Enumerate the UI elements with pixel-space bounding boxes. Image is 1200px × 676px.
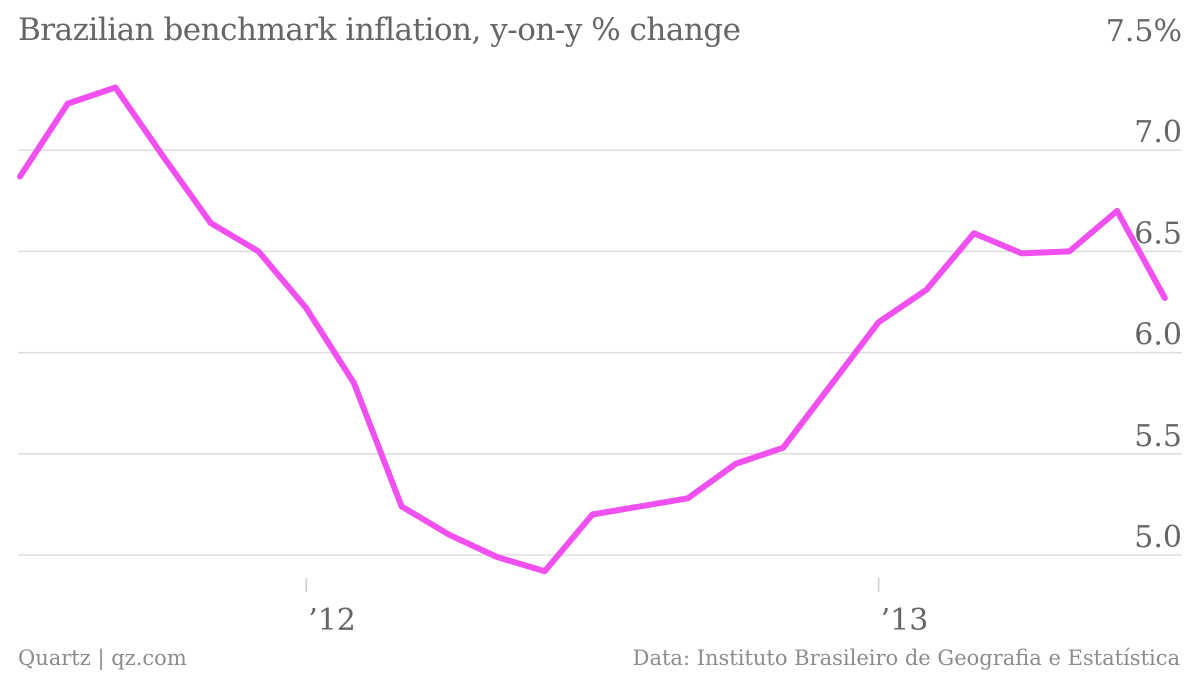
y-tick-label: 7.5% bbox=[1106, 14, 1182, 49]
x-axis: ’12 ’13 bbox=[305, 578, 929, 638]
y-tick-label: 5.5 bbox=[1134, 419, 1182, 454]
footer-credit: Quartz | qz.com bbox=[18, 646, 187, 670]
gridlines bbox=[18, 149, 1182, 556]
chart-title: Brazilian benchmark inflation, y-on-y % … bbox=[18, 12, 741, 48]
y-tick-label: 6.0 bbox=[1134, 318, 1182, 353]
x-tick-label: ’13 bbox=[881, 603, 929, 638]
series-line bbox=[17, 84, 1168, 575]
y-tick-label: 5.0 bbox=[1134, 520, 1182, 555]
series-layer bbox=[17, 84, 1168, 575]
y-tick-label: 7.0 bbox=[1134, 115, 1182, 150]
y-axis: 7.5% 7.0 6.5 6.0 5.5 5.0 bbox=[1106, 14, 1182, 555]
x-tick-label: ’12 bbox=[308, 603, 356, 638]
footer-source: Data: Instituto Brasileiro de Geografia … bbox=[632, 646, 1180, 670]
y-tick-label: 6.5 bbox=[1134, 216, 1182, 251]
